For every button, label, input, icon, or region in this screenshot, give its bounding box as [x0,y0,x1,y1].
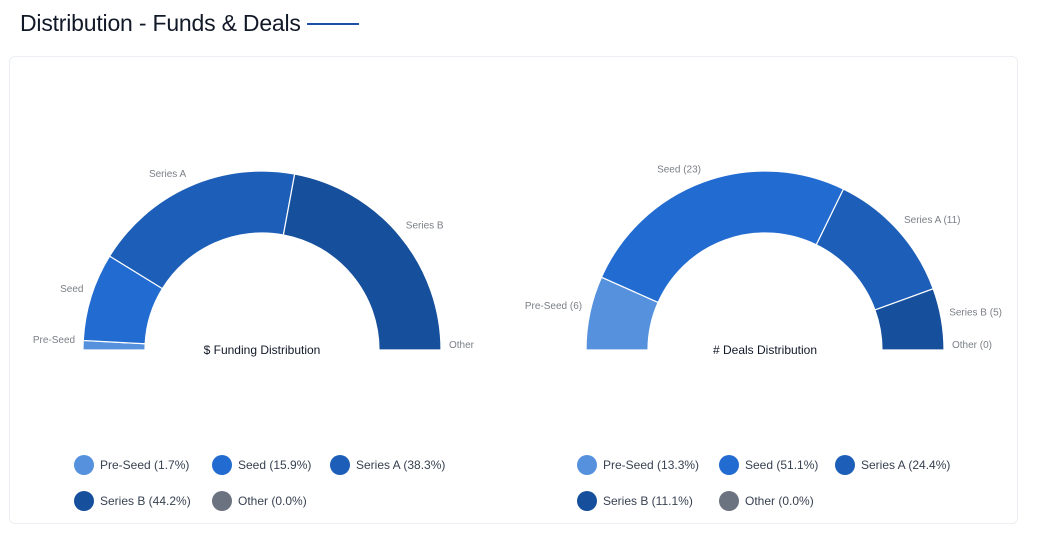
funding-slice-series-a[interactable] [108,170,296,290]
funding-legend-item-other[interactable]: Other (0.0%) [212,491,307,511]
deals-legend-label-series-a: Series A (24.4%) [861,458,951,472]
deals-legend-label-pre-seed: Pre-Seed (13.3%) [603,458,700,472]
deals-legend-item-other[interactable]: Other (0.0%) [719,491,814,511]
funding-legend-swatch-series-a [330,455,350,475]
deals-legend-label-other: Other (0.0%) [745,494,814,508]
deals-distribution-chart: Pre-Seed (6) Seed (23) Series A (11) Series… [525,164,1002,357]
deals-slice-label-pre-seed: Pre-Seed (6) [525,301,582,312]
deals-legend-item-series-a[interactable]: Series A (24.4%) [835,455,950,475]
funding-legend-swatch-series-b [74,491,94,511]
funding-legend-label-seed: Seed (15.9%) [238,458,312,472]
funding-slice-label-seed: Seed [60,284,83,295]
deals-legend-item-seed[interactable]: Seed (51.1%) [719,455,818,475]
funding-chart-title: $ Funding Distribution [204,343,321,357]
funding-distribution-chart: Pre-Seed Seed Series A Series B Other $ Fundi… [33,169,475,357]
deals-legend-swatch-series-a [835,455,855,475]
deals-legend-swatch-series-b [577,491,597,511]
page-title: Distribution - Funds & Deals [20,9,301,36]
deals-slice-label-series-a: Series A (11) [904,215,961,226]
deals-legend-swatch-pre-seed [577,455,597,475]
title-underline [306,23,359,25]
funding-slice-label-pre-seed: Pre-Seed [33,335,75,346]
deals-legend-item-pre-seed[interactable]: Pre-Seed (13.3%) [577,455,699,475]
funding-slice-series-b[interactable] [282,173,442,351]
funding-slice-label-series-a: Series A [149,169,187,180]
deals-slice-label-series-b: Series B (5) [949,308,1002,319]
deals-slice-label-other: Other (0) [952,340,992,351]
deals-legend-label-seed: Seed (51.1%) [745,458,819,472]
deals-slice-label-seed: Seed (23) [657,164,701,175]
distribution-card: Pre-Seed Seed Series A Series B Other $ Fundi… [9,56,1018,524]
deals-legend-item-series-b[interactable]: Series B (11.1%) [577,491,693,511]
funding-legend-label-other: Other (0.0%) [238,494,307,508]
funding-legend-swatch-pre-seed [74,455,94,475]
funding-legend-label-series-b: Series B (44.2%) [100,494,191,508]
funding-slice-label-series-b: Series B [406,220,444,231]
deals-legend-swatch-other [719,491,739,511]
funding-legend-item-series-b[interactable]: Series B (44.2%) [74,491,191,511]
deals-legend-label-series-b: Series B (11.1%) [603,494,693,508]
funding-legend-label-series-a: Series A (38.3%) [356,458,446,472]
funding-legend-swatch-seed [212,455,232,475]
funding-legend-item-series-a[interactable]: Series A (38.3%) [330,455,445,475]
deals-chart-title: # Deals Distribution [713,343,817,357]
funding-legend-item-seed[interactable]: Seed (15.9%) [212,455,311,475]
funding-legend-swatch-other [212,491,232,511]
deals-slice-series-b[interactable] [874,288,945,351]
page-header: Distribution - Funds & Deals [20,8,359,38]
funding-legend-item-pre-seed[interactable]: Pre-Seed (1.7%) [74,455,189,475]
funding-legend-label-pre-seed: Pre-Seed (1.7%) [100,458,190,472]
deals-slice-seed[interactable] [600,170,845,304]
funding-slice-label-other: Other [449,340,475,351]
deals-legend-swatch-seed [719,455,739,475]
